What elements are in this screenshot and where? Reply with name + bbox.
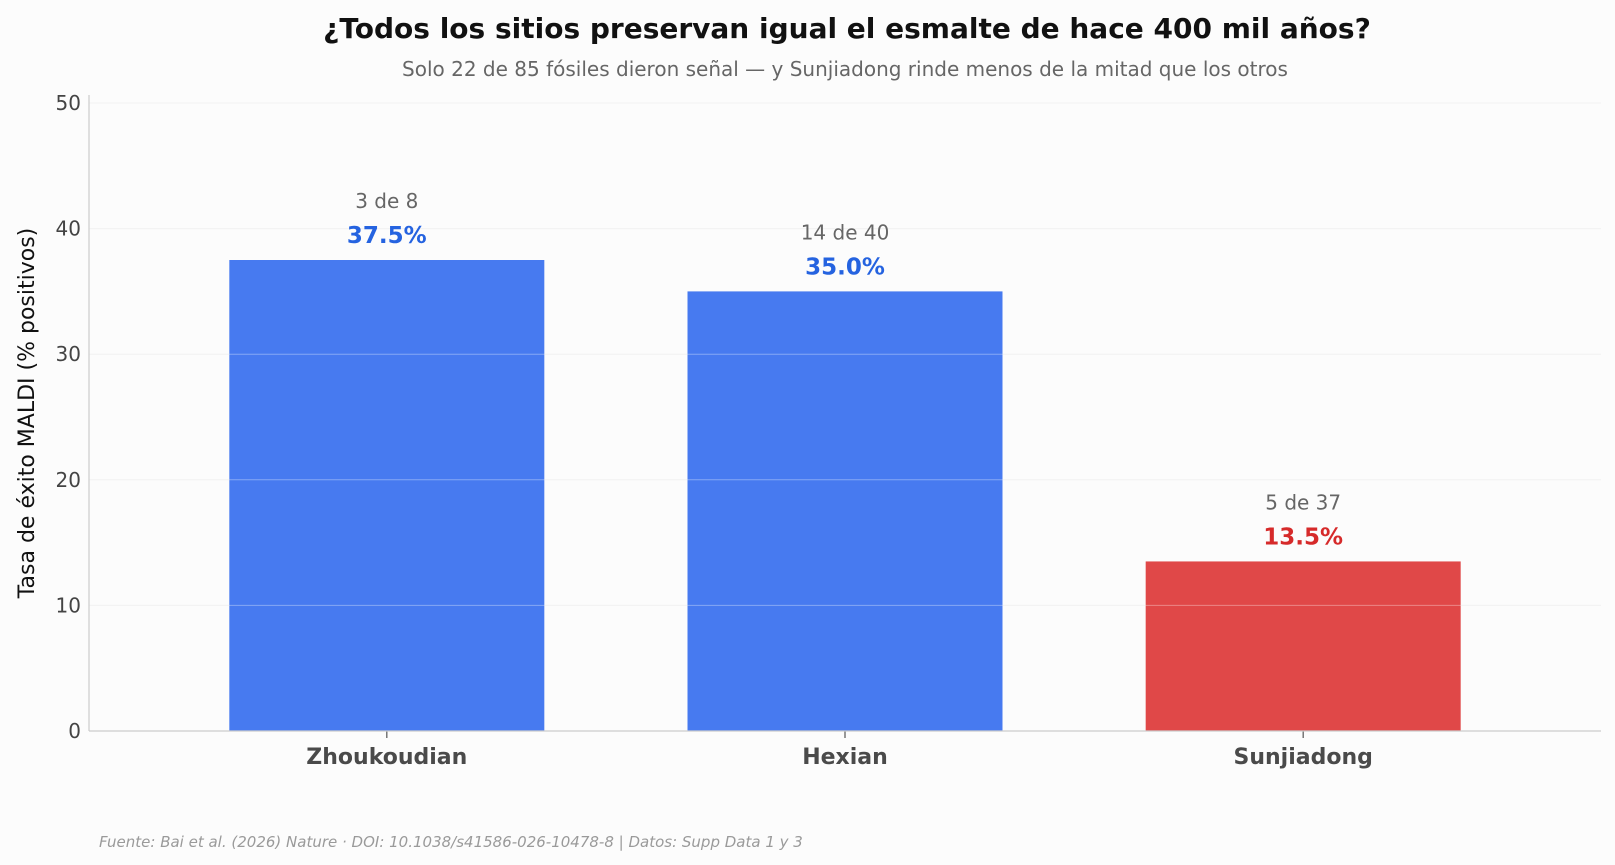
value-label: 35.0% bbox=[805, 254, 885, 280]
bar-zhoukoudian bbox=[229, 260, 545, 731]
y-tick-label: 40 bbox=[56, 217, 81, 241]
y-tick-label: 30 bbox=[56, 342, 81, 366]
count-label: 14 de 40 bbox=[801, 220, 890, 244]
count-label: 5 de 37 bbox=[1265, 490, 1341, 514]
count-label: 3 de 8 bbox=[355, 189, 418, 213]
y-tick-label: 20 bbox=[56, 468, 81, 492]
y-tick-label: 0 bbox=[68, 719, 81, 743]
bars bbox=[229, 260, 1461, 731]
source-note: Fuente: Bai et al. (2026) Nature · DOI: … bbox=[99, 833, 803, 851]
axes: 0 10 20 30 40 50 Zhoukoudian Hexian Sunjiadong bbox=[56, 91, 1601, 770]
y-tick-label: 10 bbox=[56, 593, 81, 617]
chart-title: ¿Todos los sitios preservan igual el esm… bbox=[323, 12, 1371, 45]
x-tick-label: Sunjiadong bbox=[1233, 745, 1372, 770]
x-tick-label: Hexian bbox=[802, 745, 888, 770]
value-label: 37.5% bbox=[347, 223, 427, 249]
x-tick-label: Zhoukoudian bbox=[306, 745, 467, 770]
value-label: 13.5% bbox=[1263, 524, 1343, 550]
y-tick-label: 50 bbox=[56, 91, 81, 115]
chart-subtitle: Solo 22 de 85 fósiles dieron señal — y S… bbox=[402, 57, 1288, 81]
gridlines-overlay bbox=[89, 102, 1601, 606]
data-labels: 37.5% 3 de 8 35.0% 14 de 40 13.5% 5 de 37 bbox=[347, 189, 1343, 550]
bar-sunjiadong bbox=[1145, 561, 1461, 731]
bar-hexian bbox=[687, 291, 1003, 731]
y-axis-label: Tasa de éxito MALDI (% positivos) bbox=[15, 228, 40, 600]
